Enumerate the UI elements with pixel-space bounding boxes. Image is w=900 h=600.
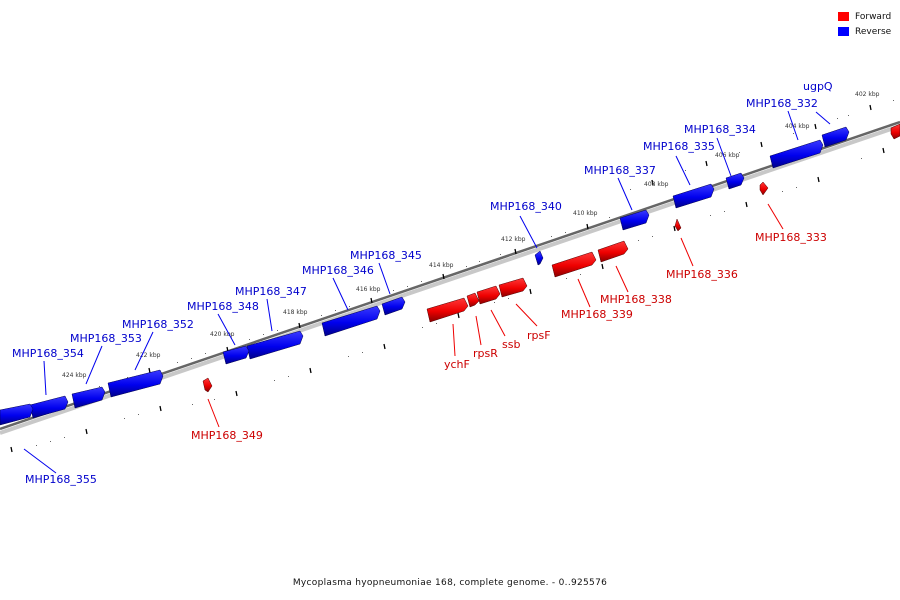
forward-leader-lines bbox=[207, 203, 784, 428]
genome-caption: Mycoplasma hyopneumoniae 168, complete g… bbox=[292, 578, 608, 588]
gene-block-MHP168_349[interactable] bbox=[202, 377, 213, 393]
tick-label-416: 416 kbp bbox=[356, 286, 381, 293]
gene-block-ssb[interactable] bbox=[476, 285, 501, 305]
tick-label-414: 414 kbp bbox=[429, 262, 454, 269]
gene-block-MHP168_339[interactable] bbox=[551, 251, 597, 278]
gene-block-MHP168_338[interactable] bbox=[597, 240, 629, 263]
gene-label-ugpQ[interactable]: ugpQ bbox=[803, 80, 833, 93]
gene-block-edge-right[interactable] bbox=[890, 123, 900, 140]
tick-label-422: 422 kbp bbox=[136, 352, 161, 359]
gene-block-MHP168_335[interactable] bbox=[672, 183, 715, 209]
gene-block-MHP168_332[interactable] bbox=[769, 139, 824, 169]
reverse-gene-labels: MHP168_332 ugpQ MHP168_334 MHP168_335 MH… bbox=[12, 80, 833, 486]
gene-label-MHP168_334[interactable]: MHP168_334 bbox=[684, 123, 756, 136]
gene-block-MHP168_353[interactable] bbox=[71, 386, 106, 409]
gene-label-rpsR[interactable]: rpsR bbox=[473, 347, 498, 360]
tick-label-410: 410 kbp bbox=[573, 210, 598, 217]
gene-block-rpsR[interactable] bbox=[466, 292, 480, 308]
inner-tick-track bbox=[10, 147, 885, 453]
gene-block-MHP168_345[interactable] bbox=[381, 296, 406, 316]
legend: Forward Reverse bbox=[838, 9, 891, 39]
legend-item-reverse[interactable]: Reverse bbox=[838, 24, 891, 39]
gene-block-rpsF[interactable] bbox=[498, 277, 528, 298]
gene-label-MHP168_337[interactable]: MHP168_337 bbox=[584, 164, 656, 177]
tick-label-424: 424 kbp bbox=[62, 372, 87, 379]
reverse-leader-lines bbox=[23, 110, 831, 474]
gene-label-MHP168_340[interactable]: MHP168_340 bbox=[490, 200, 562, 213]
tick-label-418: 418 kbp bbox=[283, 309, 308, 316]
legend-item-forward[interactable]: Forward bbox=[838, 9, 891, 24]
gene-label-MHP168_333[interactable]: MHP168_333 bbox=[755, 231, 827, 244]
tick-label-406: 406 kbp bbox=[715, 152, 740, 159]
gene-label-MHP168_346[interactable]: MHP168_346 bbox=[302, 264, 374, 277]
gene-label-rpsF[interactable]: rpsF bbox=[527, 329, 551, 342]
gene-block-ychF[interactable] bbox=[426, 297, 469, 323]
legend-label-forward: Forward bbox=[855, 11, 892, 22]
gene-block-MHP168_333[interactable] bbox=[759, 181, 769, 196]
gene-block-MHP168_340[interactable] bbox=[534, 250, 544, 266]
reverse-genes bbox=[0, 126, 850, 426]
forward-gene-labels: MHP168_333 MHP168_336 MHP168_338 MHP168_… bbox=[191, 231, 827, 442]
gene-block-MHP168_348[interactable] bbox=[222, 345, 250, 365]
gene-label-MHP168_349[interactable]: MHP168_349 bbox=[191, 429, 263, 442]
gene-label-MHP168_355[interactable]: MHP168_355 bbox=[25, 473, 97, 486]
gene-label-MHP168_339[interactable]: MHP168_339 bbox=[561, 308, 633, 321]
gene-label-MHP168_332[interactable]: MHP168_332 bbox=[746, 97, 818, 110]
gene-label-MHP168_353[interactable]: MHP168_353 bbox=[70, 332, 142, 345]
gene-label-MHP168_345[interactable]: MHP168_345 bbox=[350, 249, 422, 262]
gene-label-MHP168_352[interactable]: MHP168_352 bbox=[122, 318, 194, 331]
tick-label-420: 420 kbp bbox=[210, 331, 235, 338]
forward-genes bbox=[202, 123, 900, 393]
gene-block-MHP168_355[interactable] bbox=[0, 403, 34, 426]
tick-label-412: 412 kbp bbox=[501, 236, 526, 243]
gene-block-MHP168_352[interactable] bbox=[107, 369, 164, 398]
gene-label-MHP168_336[interactable]: MHP168_336 bbox=[666, 268, 738, 281]
tick-label-408: 408 kbp bbox=[644, 181, 669, 188]
gene-label-MHP168_348[interactable]: MHP168_348 bbox=[187, 300, 259, 313]
gene-block-MHP168_346[interactable] bbox=[321, 305, 381, 337]
gene-block-MHP168_334[interactable] bbox=[725, 172, 745, 190]
tick-label-404: 404 kbp bbox=[785, 123, 810, 130]
gene-block-ugpQ[interactable] bbox=[821, 126, 850, 148]
gene-block-MHP168_347[interactable] bbox=[246, 330, 304, 360]
gene-label-MHP168_338[interactable]: MHP168_338 bbox=[600, 293, 672, 306]
gene-label-ssb[interactable]: ssb bbox=[502, 338, 520, 351]
gene-label-MHP168_335[interactable]: MHP168_335 bbox=[643, 140, 715, 153]
tick-label-402: 402 kbp bbox=[855, 91, 880, 98]
gene-block-MHP168_337[interactable] bbox=[619, 209, 650, 231]
gene-label-MHP168_354[interactable]: MHP168_354 bbox=[12, 347, 84, 360]
gene-label-ychF[interactable]: ychF bbox=[444, 358, 470, 371]
inner-tick-dots bbox=[36, 158, 862, 446]
legend-label-reverse: Reverse bbox=[855, 26, 892, 37]
gene-block-MHP168_336[interactable] bbox=[674, 218, 682, 232]
forward-swatch bbox=[838, 12, 849, 21]
gene-block-MHP168_354[interactable] bbox=[29, 395, 69, 419]
reverse-swatch bbox=[838, 27, 849, 36]
gene-label-MHP168_347[interactable]: MHP168_347 bbox=[235, 285, 307, 298]
tick-labels: 402 kbp 404 kbp 406 kbp 408 kbp 410 kbp … bbox=[62, 91, 880, 379]
